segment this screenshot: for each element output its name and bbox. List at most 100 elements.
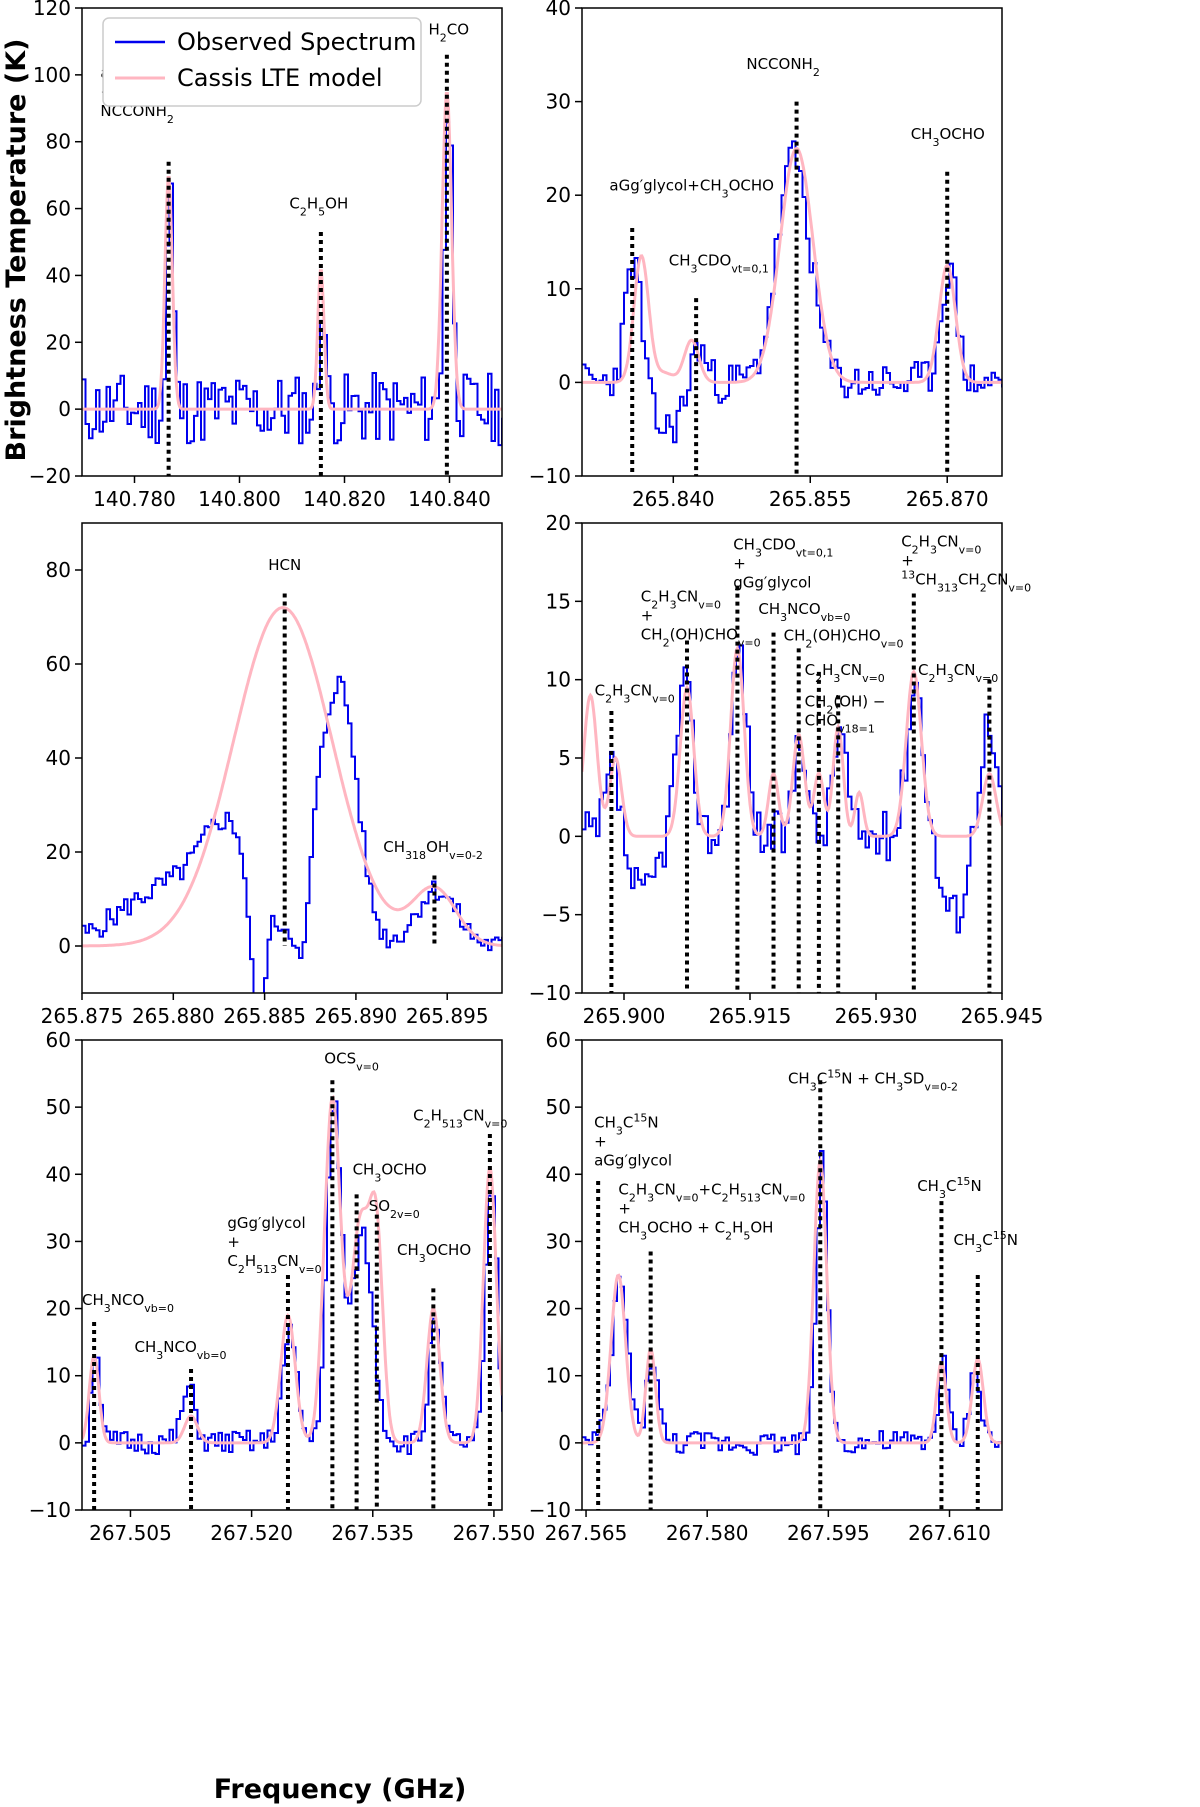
y-tick-label: 10 bbox=[46, 1364, 71, 1388]
lte-model bbox=[82, 92, 502, 411]
y-tick-label: −10 bbox=[529, 1498, 571, 1522]
y-tick-label: −10 bbox=[529, 981, 571, 1005]
lte-model bbox=[582, 644, 1002, 838]
x-tick-label: 140.800 bbox=[198, 487, 281, 511]
line-label: C2H3CNv=0 bbox=[918, 661, 998, 685]
line-label: CH3NCOvb=0 bbox=[82, 1291, 174, 1315]
line-label: CH3C15N bbox=[917, 1175, 981, 1201]
y-tick-label: 60 bbox=[46, 652, 71, 676]
line-label: gGg′glycol bbox=[227, 1214, 305, 1232]
y-tick-label: 20 bbox=[546, 511, 571, 535]
panel-frame bbox=[581, 7, 1003, 477]
line-label: 13CH313CH2CNv=0 bbox=[901, 568, 1031, 594]
x-tick-label: 265.875 bbox=[41, 1004, 124, 1028]
y-tick-label: 0 bbox=[558, 824, 571, 848]
line-label: C2H3CNv=0 bbox=[805, 661, 885, 685]
y-tick-label: 40 bbox=[46, 263, 71, 287]
y-tick-label: 40 bbox=[546, 1162, 571, 1186]
y-tick-label: −10 bbox=[529, 464, 571, 488]
y-tick-label: 10 bbox=[546, 277, 571, 301]
y-tick-label: 5 bbox=[558, 746, 571, 770]
line-label: C2H3CNv=0+C2H513CNv=0 bbox=[618, 1180, 805, 1204]
line-label: + bbox=[733, 555, 746, 573]
y-tick-label: 40 bbox=[546, 0, 571, 20]
y-tick-label: −5 bbox=[542, 903, 571, 927]
panel-frame bbox=[581, 1039, 1003, 1511]
line-label: CH3OCHO bbox=[397, 1241, 471, 1265]
y-tick-label: 50 bbox=[46, 1095, 71, 1119]
y-tick-label: 10 bbox=[546, 668, 571, 692]
line-label: C2H3CNv=0 bbox=[595, 681, 675, 705]
y-tick-label: 40 bbox=[46, 746, 71, 770]
legend-model-label: Cassis LTE model bbox=[177, 64, 383, 92]
line-label: SO2v=0 bbox=[369, 1197, 420, 1221]
x-tick-label: 265.885 bbox=[223, 1004, 306, 1028]
x-tick-label: 140.820 bbox=[303, 487, 386, 511]
y-tick-label: 20 bbox=[46, 1297, 71, 1321]
line-label: C2H513CNv=0 bbox=[413, 1107, 507, 1131]
line-label: C2H3CNv=0 bbox=[901, 533, 981, 557]
x-tick-label: 267.580 bbox=[666, 1521, 749, 1545]
x-tick-label: 265.880 bbox=[132, 1004, 215, 1028]
line-label: CH3OCHO + C2H5OH bbox=[618, 1218, 773, 1242]
panel-e: CH3NCOvb=0CH3NCOvb=0gGg′glycol+C2H513CNv… bbox=[29, 1028, 536, 1545]
line-label: + bbox=[618, 1199, 631, 1217]
lte-model bbox=[82, 606, 502, 948]
y-tick-label: 0 bbox=[58, 397, 71, 421]
line-label: H2CO bbox=[429, 21, 470, 45]
observed-spectrum bbox=[82, 121, 502, 447]
line-label: CH318OHv=0-2 bbox=[383, 838, 483, 862]
x-tick-label: 265.855 bbox=[769, 487, 852, 511]
line-label: CH3NCOvb=0 bbox=[758, 600, 850, 624]
line-label: C2H5OH bbox=[289, 195, 348, 219]
panel-frame bbox=[81, 1039, 503, 1511]
line-label: CH3CDOvt=0,1 bbox=[669, 251, 769, 275]
y-tick-label: 10 bbox=[546, 1364, 571, 1388]
y-tick-label: 40 bbox=[46, 1162, 71, 1186]
line-label: C2H513CNv=0 bbox=[227, 1252, 321, 1276]
line-label: CH3C15N + CH3SDv=0-2 bbox=[788, 1067, 958, 1093]
panel-d: C2H3CNv=0C2H3CNv=0+CH2(OH)CHOv=0CH3CDOvt… bbox=[529, 511, 1044, 1028]
y-tick-label: 50 bbox=[546, 1095, 571, 1119]
x-tick-label: 265.915 bbox=[709, 1004, 792, 1028]
x-axis-title: Frequency (GHz) bbox=[214, 1774, 467, 1805]
x-tick-label: 265.890 bbox=[315, 1004, 398, 1028]
y-tick-label: 30 bbox=[546, 1229, 571, 1253]
x-tick-label: 267.595 bbox=[787, 1521, 870, 1545]
y-tick-label: 30 bbox=[46, 1229, 71, 1253]
line-label: CH2(OH) − bbox=[805, 692, 886, 716]
observed-spectrum bbox=[82, 675, 502, 993]
y-tick-label: −10 bbox=[29, 1498, 71, 1522]
legend-observed-label: Observed Spectrum bbox=[177, 28, 416, 56]
line-label: aGg′glycol+CH3OCHO bbox=[609, 177, 774, 201]
x-tick-label: 267.520 bbox=[210, 1521, 293, 1545]
line-label: + bbox=[641, 606, 654, 624]
x-tick-label: 267.550 bbox=[453, 1521, 536, 1545]
line-label: NCCONH2 bbox=[746, 55, 819, 79]
y-tick-label: 20 bbox=[546, 1297, 571, 1321]
line-label: C2H3CNv=0 bbox=[641, 587, 721, 611]
x-tick-label: 265.895 bbox=[406, 1004, 489, 1028]
panel-frame bbox=[81, 522, 503, 994]
y-tick-label: 120 bbox=[33, 0, 71, 20]
line-label: CH2(OH)CHOv=0 bbox=[784, 627, 904, 651]
lte-model bbox=[582, 146, 1002, 384]
x-tick-label: 265.945 bbox=[961, 1004, 1044, 1028]
y-tick-label: 60 bbox=[46, 1028, 71, 1052]
y-tick-label: 0 bbox=[558, 1431, 571, 1455]
y-tick-label: −20 bbox=[29, 464, 71, 488]
y-tick-label: 20 bbox=[46, 330, 71, 354]
line-label: gGg′glycol bbox=[733, 574, 811, 592]
y-tick-label: 100 bbox=[33, 63, 71, 87]
x-tick-label: 267.565 bbox=[545, 1521, 628, 1545]
line-label: OCSv=0 bbox=[324, 1050, 379, 1074]
line-label: + bbox=[594, 1132, 607, 1150]
observed-spectrum bbox=[582, 140, 1002, 444]
x-tick-label: 265.930 bbox=[835, 1004, 918, 1028]
y-tick-label: 80 bbox=[46, 558, 71, 582]
y-tick-label: 20 bbox=[46, 840, 71, 864]
line-label: CH3C15N bbox=[594, 1111, 658, 1137]
y-tick-label: 0 bbox=[58, 934, 71, 958]
x-tick-label: 140.780 bbox=[93, 487, 176, 511]
